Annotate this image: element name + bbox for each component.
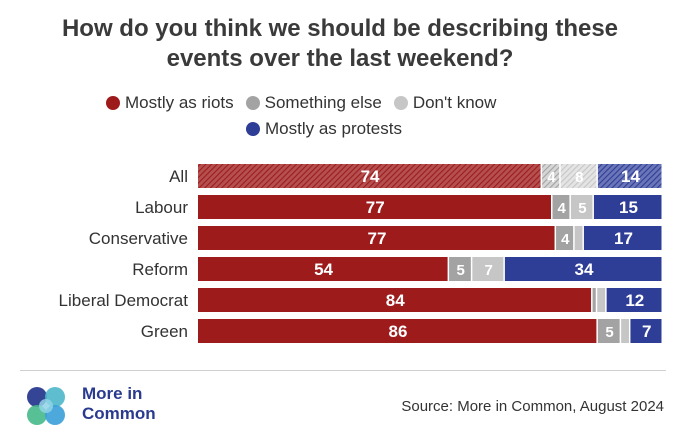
title-line-2: events over the last weekend? xyxy=(166,45,514,72)
value-label-liberal-democrat-mostly-as-riots: 84 xyxy=(386,291,405,310)
bar-all-mostly-as-protests xyxy=(597,164,662,188)
bar-conservative-mostly-as-riots xyxy=(198,226,555,250)
bar-all-something-else xyxy=(542,164,560,188)
bar-green-mostly-as-riots xyxy=(198,319,597,343)
legend-item-something-else: Something else xyxy=(245,93,382,113)
legend-swatch-dont-know xyxy=(393,96,408,110)
category-label-labour: Labour xyxy=(135,198,188,217)
bar-green-mostly-as-protests xyxy=(630,319,662,343)
more-in-common-logo: More in Common xyxy=(24,384,244,428)
value-label-labour-mostly-as-riots: 77 xyxy=(366,198,385,217)
category-label-reform: Reform xyxy=(132,260,188,279)
value-label-green-mostly-as-protests: 7 xyxy=(642,322,651,341)
bar-green-something-else xyxy=(597,319,620,343)
legend-swatch-something-else xyxy=(245,96,260,110)
value-label-all-don-t-know: 8 xyxy=(575,169,583,186)
category-label-all: All xyxy=(169,167,188,186)
bar-reform-mostly-as-riots xyxy=(198,257,448,281)
logo-circles-icon xyxy=(27,387,65,425)
category-label-green: Green xyxy=(141,322,188,341)
value-label-labour-don-t-know: 5 xyxy=(578,200,586,217)
category-label-liberal-democrat: Liberal Democrat xyxy=(59,291,189,310)
bar-labour-mostly-as-riots xyxy=(198,195,551,219)
logo-text: More in Common xyxy=(82,384,156,424)
legend-label-riots: Mostly as riots xyxy=(125,93,234,112)
bar-liberal-democrat-don-t-know xyxy=(597,288,606,312)
bar-all-mostly-as-riots xyxy=(198,164,541,188)
legend-label-protests: Mostly as protests xyxy=(265,119,402,138)
bar-liberal-democrat-mostly-as-riots xyxy=(198,288,592,312)
legend-row-1: Mostly as riots Something else Don't kno… xyxy=(106,90,576,116)
footer-divider xyxy=(20,370,666,371)
legend: Mostly as riots Something else Don't kno… xyxy=(106,90,576,142)
value-label-green-something-else: 5 xyxy=(605,324,613,341)
value-label-conservative-mostly-as-riots: 77 xyxy=(368,229,387,248)
value-label-green-mostly-as-riots: 86 xyxy=(388,322,407,341)
value-label-reform-don-t-know: 7 xyxy=(484,262,492,279)
value-label-liberal-democrat-mostly-as-protests: 12 xyxy=(625,291,644,310)
legend-row-2: Mostly as protests xyxy=(106,116,576,142)
value-label-all-something-else: 4 xyxy=(547,169,556,186)
bar-labour-don-t-know xyxy=(570,195,593,219)
legend-label-dont-know: Don't know xyxy=(412,93,497,112)
bar-conservative-don-t-know xyxy=(574,226,583,250)
category-label-conservative: Conservative xyxy=(89,229,188,248)
value-label-all-mostly-as-riots: 74 xyxy=(361,167,380,186)
legend-swatch-riots xyxy=(106,96,120,110)
value-label-reform-mostly-as-protests: 34 xyxy=(574,260,593,279)
bar-conservative-mostly-as-protests xyxy=(583,226,662,250)
legend-item-dont-know: Don't know xyxy=(393,93,497,113)
bar-liberal-democrat-mostly-as-protests xyxy=(606,288,662,312)
legend-label-something-else: Something else xyxy=(264,93,382,112)
chart-title: How do you think we should be describing… xyxy=(0,14,680,74)
logo-line-2: Common xyxy=(82,404,156,423)
title-line-1: How do you think we should be describing… xyxy=(61,15,619,42)
bar-reform-mostly-as-protests xyxy=(504,257,662,281)
source-note: Source: More in Common, August 2024 xyxy=(401,398,664,415)
value-label-all-mostly-as-protests: 14 xyxy=(621,167,640,186)
bar-reform-don-t-know xyxy=(472,257,504,281)
bar-labour-mostly-as-protests xyxy=(593,195,662,219)
legend-item-protests: Mostly as protests xyxy=(246,119,402,139)
bar-green-don-t-know xyxy=(621,319,629,343)
bar-reform-something-else xyxy=(449,257,471,281)
logo-line-1: More in xyxy=(82,384,143,403)
value-label-labour-something-else: 4 xyxy=(558,200,567,217)
legend-item-riots: Mostly as riots xyxy=(106,93,234,113)
value-label-conservative-something-else: 4 xyxy=(561,231,570,248)
bar-liberal-democrat-something-else xyxy=(592,288,596,312)
value-label-conservative-mostly-as-protests: 17 xyxy=(614,229,633,248)
value-label-labour-mostly-as-protests: 15 xyxy=(619,198,638,217)
legend-swatch-protests xyxy=(246,122,260,136)
value-label-reform-something-else: 5 xyxy=(457,262,465,279)
value-label-reform-mostly-as-riots: 54 xyxy=(314,260,333,279)
bar-conservative-something-else xyxy=(556,226,574,250)
bar-all-don-t-know xyxy=(560,164,597,188)
bar-labour-something-else xyxy=(552,195,570,219)
